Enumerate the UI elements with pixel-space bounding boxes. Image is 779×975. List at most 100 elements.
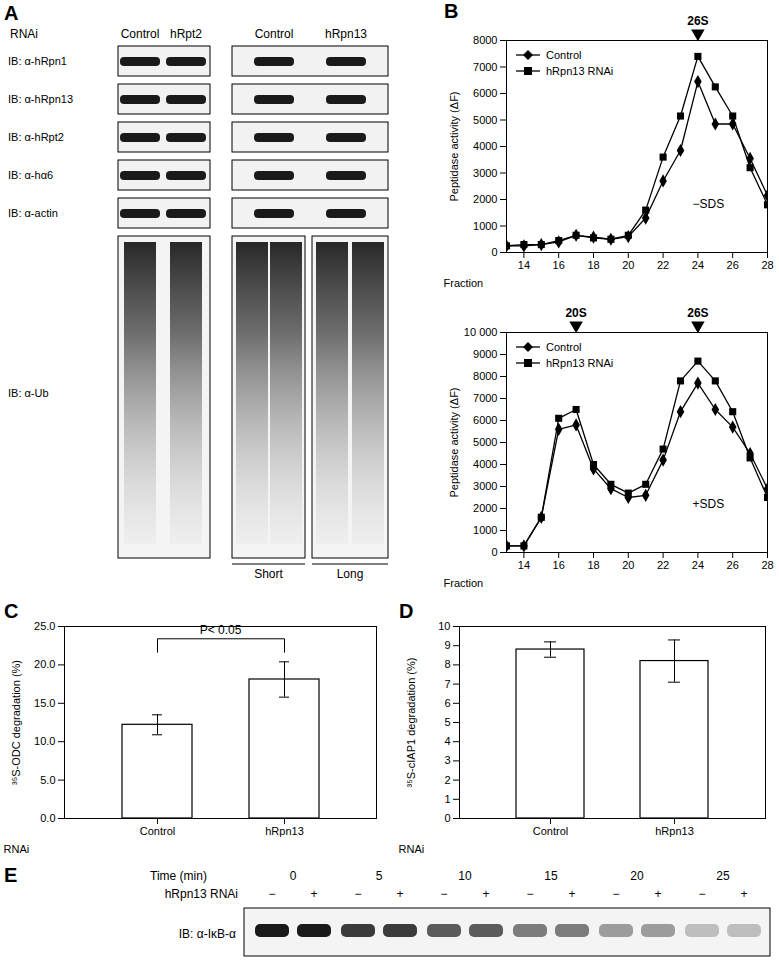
svg-text:26: 26: [727, 259, 739, 271]
svg-text:28: 28: [761, 559, 773, 571]
svg-text:Fraction: Fraction: [444, 277, 484, 289]
svg-text:26: 26: [727, 559, 739, 571]
svg-text:IB: α-hα6: IB: α-hα6: [8, 169, 53, 181]
svg-text:8000: 8000: [473, 34, 497, 46]
svg-text:IB: α-IκB-α: IB: α-IκB-α: [179, 927, 236, 941]
svg-text:22: 22: [657, 559, 669, 571]
svg-text:Control: Control: [546, 49, 581, 61]
svg-text:−: −: [440, 887, 447, 901]
svg-text:P< 0.05: P< 0.05: [200, 623, 242, 637]
svg-text:26S: 26S: [687, 14, 708, 28]
svg-text:3000: 3000: [473, 167, 497, 179]
svg-text:7000: 7000: [473, 61, 497, 73]
svg-text:−: −: [698, 887, 705, 901]
svg-text:2000: 2000: [473, 502, 497, 514]
svg-text:+: +: [740, 887, 747, 901]
svg-text:Peptidase activity (ΔF): Peptidase activity (ΔF): [448, 387, 460, 497]
svg-text:RNAi: RNAi: [4, 843, 30, 855]
svg-text:16: 16: [553, 559, 565, 571]
svg-text:2: 2: [444, 774, 450, 786]
svg-text:hRpn13 RNAi: hRpn13 RNAi: [165, 887, 238, 901]
svg-text:3000: 3000: [473, 480, 497, 492]
svg-text:10: 10: [438, 620, 450, 632]
svg-text:Control: Control: [121, 27, 160, 41]
svg-text:³⁵S-cIAP1 degradation (%): ³⁵S-cIAP1 degradation (%): [405, 658, 417, 788]
svg-text:Control: Control: [255, 27, 294, 41]
svg-text:0.0: 0.0: [40, 812, 55, 824]
svg-text:18: 18: [587, 259, 599, 271]
svg-text:RNAi: RNAi: [10, 27, 38, 41]
svg-text:+: +: [396, 887, 403, 901]
svg-text:−: −: [612, 887, 619, 901]
svg-text:+: +: [568, 887, 575, 901]
svg-text:25.0: 25.0: [34, 620, 55, 632]
svg-text:−: −: [268, 887, 275, 901]
svg-text:6000: 6000: [473, 87, 497, 99]
svg-text:14: 14: [518, 259, 530, 271]
svg-text:9: 9: [444, 639, 450, 651]
svg-text:15: 15: [544, 869, 558, 883]
svg-text:8: 8: [444, 658, 450, 670]
svg-text:4: 4: [444, 735, 450, 747]
svg-text:24: 24: [692, 259, 704, 271]
svg-text:7: 7: [444, 678, 450, 690]
svg-text:RNAi: RNAi: [399, 843, 425, 855]
svg-text:5: 5: [444, 716, 450, 728]
svg-text:IB: α-actin: IB: α-actin: [8, 207, 58, 219]
svg-text:hRpn13: hRpn13: [265, 825, 304, 837]
svg-text:IB: α-Ub: IB: α-Ub: [8, 387, 49, 399]
svg-text:0: 0: [444, 812, 450, 824]
svg-text:0: 0: [290, 869, 297, 883]
svg-text:Fraction: Fraction: [444, 577, 484, 589]
svg-text:20.0: 20.0: [34, 658, 55, 670]
svg-text:16: 16: [553, 259, 565, 271]
svg-text:20: 20: [630, 869, 644, 883]
svg-text:Time (min): Time (min): [150, 869, 207, 883]
svg-text:22: 22: [657, 259, 669, 271]
svg-text:+SDS: +SDS: [693, 497, 725, 511]
svg-text:6000: 6000: [473, 414, 497, 426]
svg-text:10: 10: [458, 869, 472, 883]
svg-text:3: 3: [444, 754, 450, 766]
svg-text:IB: α-hRpt2: IB: α-hRpt2: [8, 131, 64, 143]
svg-text:10 000: 10 000: [464, 326, 498, 338]
svg-text:³⁵S-ODC degradation (%): ³⁵S-ODC degradation (%): [10, 660, 22, 785]
svg-text:−SDS: −SDS: [693, 197, 725, 211]
svg-text:4000: 4000: [473, 458, 497, 470]
svg-text:1: 1: [444, 793, 450, 805]
svg-text:7000: 7000: [473, 392, 497, 404]
svg-text:2000: 2000: [473, 193, 497, 205]
svg-text:E: E: [4, 864, 17, 886]
svg-text:0: 0: [491, 546, 497, 558]
svg-text:20S: 20S: [565, 306, 586, 320]
svg-text:Control: Control: [140, 825, 175, 837]
svg-text:+: +: [654, 887, 661, 901]
svg-text:28: 28: [761, 259, 773, 271]
svg-text:Peptidase activity (ΔF): Peptidase activity (ΔF): [448, 91, 460, 201]
svg-text:0: 0: [491, 246, 497, 258]
svg-text:4000: 4000: [473, 140, 497, 152]
svg-text:8000: 8000: [473, 370, 497, 382]
svg-text:1000: 1000: [473, 220, 497, 232]
svg-text:IB: α-hRpn13: IB: α-hRpn13: [8, 93, 73, 105]
svg-text:Long: Long: [337, 567, 364, 581]
svg-text:25: 25: [716, 869, 730, 883]
svg-text:−: −: [354, 887, 361, 901]
svg-text:Control: Control: [533, 825, 568, 837]
svg-text:26S: 26S: [687, 306, 708, 320]
svg-text:hRpn13: hRpn13: [325, 27, 367, 41]
svg-text:20: 20: [622, 259, 634, 271]
svg-text:5000: 5000: [473, 114, 497, 126]
svg-text:hRpt2: hRpt2: [170, 27, 202, 41]
svg-text:A: A: [4, 2, 18, 24]
svg-text:+: +: [482, 887, 489, 901]
svg-text:+: +: [310, 887, 317, 901]
svg-text:18: 18: [587, 559, 599, 571]
svg-text:24: 24: [692, 559, 704, 571]
svg-text:hRpn13 RNAi: hRpn13 RNAi: [546, 357, 613, 369]
svg-text:Short: Short: [254, 567, 283, 581]
svg-text:6: 6: [444, 697, 450, 709]
svg-text:5000: 5000: [473, 436, 497, 448]
svg-text:5: 5: [376, 869, 383, 883]
svg-text:15.0: 15.0: [34, 697, 55, 709]
